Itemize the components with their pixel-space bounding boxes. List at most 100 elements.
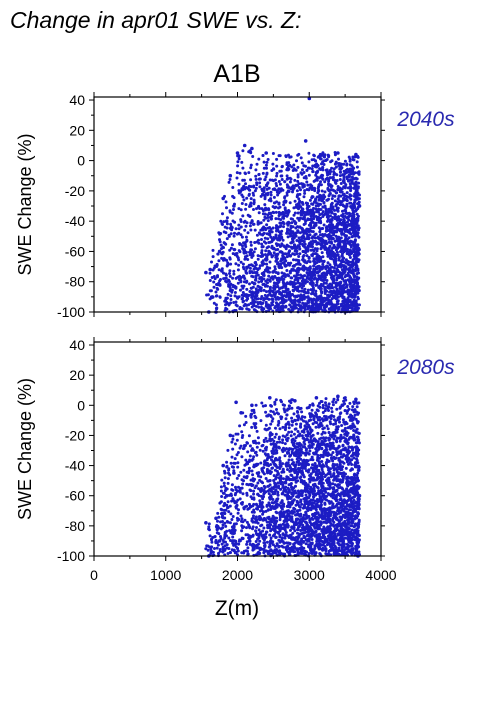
data-point: [280, 275, 284, 279]
data-point: [346, 296, 350, 300]
data-point: [308, 260, 312, 264]
data-point: [303, 424, 307, 428]
data-point: [274, 426, 277, 430]
data-point: [330, 197, 334, 201]
data-point: [255, 294, 259, 298]
data-point: [204, 270, 208, 275]
data-point: [272, 251, 276, 255]
data-point: [344, 265, 348, 269]
data-point: [276, 305, 280, 309]
data-point: [225, 300, 229, 304]
data-point: [245, 238, 249, 242]
data-point: [275, 440, 279, 444]
data-point: [319, 278, 323, 282]
data-point: [234, 303, 238, 307]
data-point: [356, 297, 360, 301]
data-point: [323, 286, 327, 290]
data-point: [307, 300, 311, 304]
data-point: [323, 233, 327, 236]
scatter-points: [204, 394, 362, 558]
data-point: [272, 211, 276, 215]
data-point: [296, 179, 300, 183]
data-point: [340, 424, 344, 427]
data-point: [337, 256, 341, 259]
data-point: [318, 405, 322, 409]
data-point: [305, 180, 309, 184]
data-point: [280, 242, 284, 246]
data-point: [307, 204, 311, 208]
data-point: [313, 163, 317, 167]
data-point: [342, 227, 345, 231]
data-point: [264, 241, 268, 245]
data-point: [327, 197, 330, 201]
data-point: [239, 260, 243, 264]
data-point: [269, 190, 273, 194]
data-point: [243, 228, 247, 232]
data-point: [341, 209, 344, 213]
data-point: [320, 176, 324, 180]
data-point: [349, 245, 353, 249]
data-point: [299, 188, 302, 192]
data-point: [312, 206, 315, 210]
data-point: [338, 162, 342, 166]
data-point: [222, 230, 226, 234]
data-point: [249, 301, 253, 305]
data-point: [239, 208, 243, 212]
data-point: [308, 186, 312, 190]
data-point: [242, 178, 246, 182]
data-point: [353, 253, 356, 257]
data-point: [228, 248, 232, 252]
data-point: [265, 166, 268, 170]
data-point: [324, 281, 328, 285]
data-point: [247, 192, 251, 196]
data-point: [265, 290, 268, 294]
data-point: [324, 473, 328, 477]
data-point: [355, 189, 359, 193]
data-point: [308, 449, 312, 453]
data-point: [273, 293, 277, 297]
data-point: [292, 163, 296, 167]
data-point: [282, 203, 286, 207]
data-point: [354, 209, 357, 213]
data-point: [276, 238, 280, 242]
data-point: [253, 228, 257, 232]
data-point: [293, 302, 297, 306]
data-point: [330, 166, 334, 170]
data-point: [303, 415, 307, 419]
data-point: [241, 244, 244, 248]
data-point: [222, 271, 225, 275]
data-point: [355, 212, 359, 216]
data-point: [320, 291, 324, 295]
data-point: [250, 255, 254, 259]
data-point: [249, 163, 253, 167]
data-point: [239, 225, 243, 229]
data-point: [257, 441, 261, 445]
data-point: [226, 292, 230, 296]
data-point: [291, 245, 295, 249]
data-point: [287, 274, 291, 278]
data-point: [247, 171, 251, 175]
data-point: [288, 303, 292, 307]
data-point: [220, 495, 224, 498]
data-point: [268, 260, 272, 264]
data-point: [268, 270, 271, 274]
data-point: [328, 263, 332, 267]
data-point: [288, 297, 292, 301]
data-point: [249, 293, 253, 297]
data-point: [344, 290, 348, 294]
data-point: [330, 224, 334, 227]
data-point: [314, 223, 318, 227]
data-point: [328, 172, 332, 175]
y-tick-label: 0: [77, 153, 85, 169]
data-point: [309, 306, 313, 310]
data-point: [233, 493, 237, 497]
data-point: [327, 431, 331, 435]
data-point: [317, 183, 321, 187]
data-point: [287, 253, 291, 257]
data-point: [222, 246, 225, 250]
data-point: [330, 237, 334, 241]
data-point: [333, 162, 337, 166]
data-point: [315, 295, 319, 299]
data-point: [279, 218, 283, 222]
data-point: [296, 206, 300, 210]
